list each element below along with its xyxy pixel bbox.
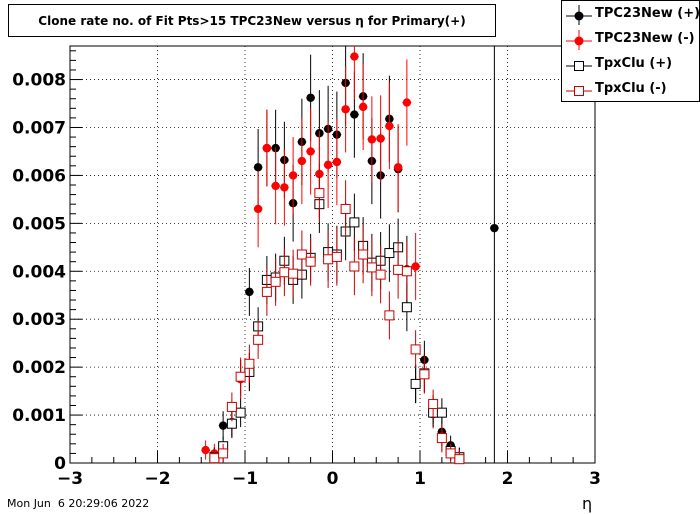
y-tick-label: 0.005 [12, 214, 66, 234]
data-point [253, 204, 263, 214]
data-point [245, 287, 254, 297]
x-tick-label: 1 [414, 469, 426, 489]
legend-label: TPC23New (+) [595, 6, 700, 21]
data-point [235, 407, 246, 418]
data-point [384, 310, 395, 321]
data-point [436, 433, 447, 444]
data-point [490, 223, 499, 233]
data-point [411, 262, 420, 271]
x-tick-label: 2 [502, 469, 514, 489]
data-point [410, 344, 421, 355]
data-point [350, 52, 359, 61]
legend-label: TpxClu (+) [595, 56, 673, 71]
data-point [288, 268, 299, 279]
filled-circle-marker-icon [566, 5, 592, 25]
data-point [314, 188, 325, 199]
data-point [323, 160, 333, 170]
data-point [305, 256, 316, 267]
legend-label: TPC23New (-) [595, 31, 695, 46]
data-point [280, 183, 289, 192]
data-point [410, 378, 421, 389]
data-point [306, 147, 315, 156]
data-point [261, 286, 272, 297]
y-tick-label: 0.002 [12, 358, 66, 378]
x-tick-label: −1 [232, 469, 258, 489]
data-point [436, 407, 447, 418]
data-point [270, 276, 281, 287]
y-tick-label: 0.003 [12, 310, 66, 330]
data-point [428, 399, 439, 410]
open-square-marker-icon [566, 61, 592, 71]
series-3 [209, 164, 465, 465]
data-point [349, 217, 360, 228]
data-point [393, 163, 403, 172]
data-point [201, 445, 210, 455]
data-point [376, 134, 385, 143]
data-point [375, 269, 386, 280]
data-point [341, 105, 350, 114]
x-tick-label: 3 [589, 469, 601, 489]
timestamp: Mon Jun 6 20:29:06 2022 [7, 497, 150, 510]
data-point [331, 251, 342, 262]
data-point [367, 135, 377, 144]
y-tick-label: 0 [54, 454, 66, 474]
chart-title: Clone rate no. of Fit Pts>15 TPC23New ve… [8, 4, 496, 37]
open-square-marker-icon [566, 86, 592, 96]
data-point [454, 454, 465, 465]
y-tick-label: 0.008 [12, 71, 66, 91]
y-tick-label: 0.006 [12, 166, 66, 186]
data-point [349, 261, 360, 272]
data-point [297, 156, 307, 166]
data-point [340, 203, 351, 214]
filled-circle-marker-icon [566, 30, 592, 50]
data-point [271, 181, 280, 191]
data-point [279, 267, 290, 278]
x-axis-label: η [582, 494, 593, 513]
x-tick-label: −2 [144, 469, 170, 489]
data-point [296, 249, 307, 260]
data-point [401, 302, 412, 313]
legend-entry-tpc23new-minus: TPC23New (-) [562, 27, 700, 52]
data-point [226, 401, 237, 412]
data-point [393, 264, 404, 275]
y-tick-label: 0.007 [12, 118, 66, 138]
data-layer [201, 46, 499, 465]
data-point [366, 262, 377, 273]
legend-entry-tpxclu-minus: TpxClu (-) [562, 77, 700, 102]
data-point [209, 453, 220, 464]
y-tick-label: 0.004 [12, 262, 66, 282]
data-point [445, 448, 456, 459]
axis-layer: −3 −2 −1 0 1 2 3 0 0.001 0.002 0.003 0.004 0.005 0.00… [12, 50, 601, 489]
x-tick-label: 0 [327, 469, 339, 489]
data-point [262, 143, 272, 153]
x-tick-label: −3 [57, 469, 83, 489]
legend-entry-tpxclu-plus: TpxClu (+) [562, 52, 700, 77]
data-point [253, 163, 263, 172]
data-point [350, 110, 359, 119]
y-tick-label: 0.001 [12, 406, 66, 426]
legend: TPC23New (+) TPC23New (-) TpxClu (+) Tpx… [561, 0, 700, 102]
data-point [385, 121, 394, 131]
data-point [288, 171, 298, 180]
data-point [401, 266, 412, 277]
data-point [218, 421, 228, 430]
data-point [306, 93, 315, 102]
data-point [402, 98, 412, 107]
series-2 [209, 175, 465, 463]
data-point [358, 249, 369, 260]
data-point [384, 248, 395, 259]
data-point [323, 254, 334, 265]
data-point [244, 358, 255, 369]
data-point [332, 157, 342, 167]
data-point [218, 448, 229, 459]
data-point [358, 102, 368, 112]
legend-entry-tpc23new-plus: TPC23New (+) [562, 2, 700, 27]
data-point [419, 369, 430, 380]
data-point [253, 334, 264, 345]
legend-label: TpxClu (-) [595, 81, 667, 96]
data-point [235, 371, 246, 382]
